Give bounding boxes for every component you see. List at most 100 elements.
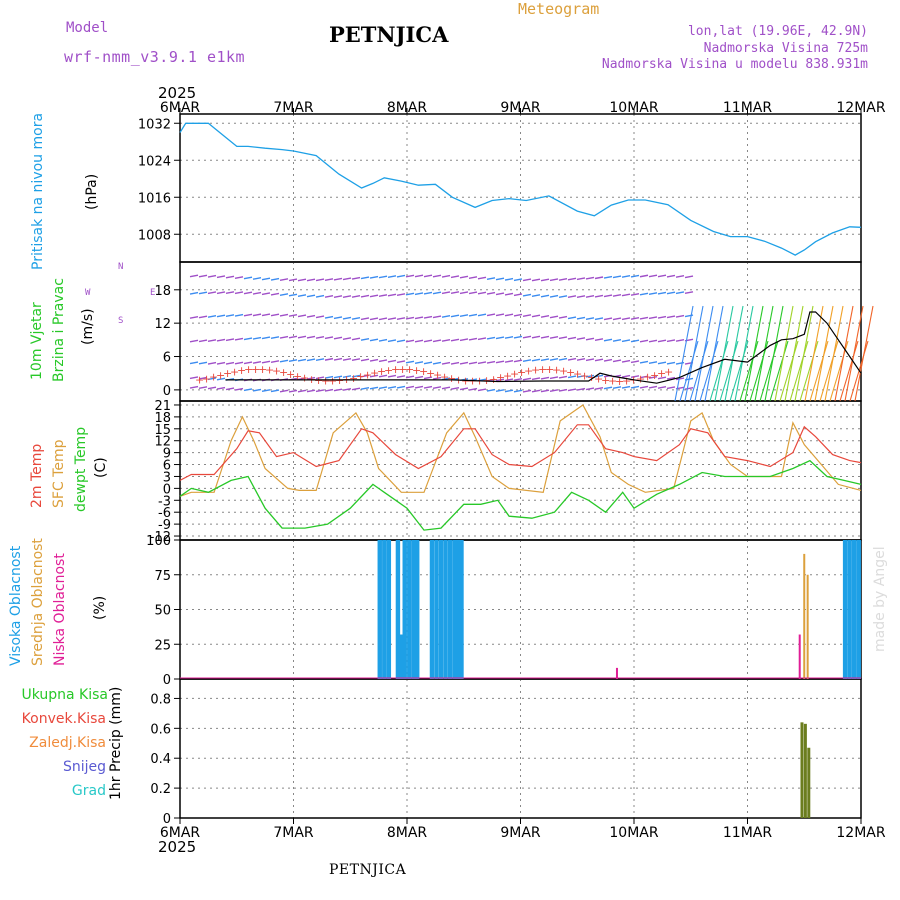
wind-arrow [396, 293, 406, 297]
wind-arrow [288, 314, 298, 317]
wind-arrow [486, 336, 496, 340]
wind-arrow [189, 339, 199, 343]
wind-arrow [414, 274, 424, 278]
wind-arrow [558, 278, 568, 281]
wind-arrow [396, 385, 406, 389]
wind-arrow [333, 316, 343, 320]
wind-gust-mark: + [482, 374, 491, 387]
wind-gust-mark: + [398, 363, 407, 376]
ytick-label: 12 [154, 435, 171, 450]
wind-arrow [567, 316, 577, 320]
wind-arrow [342, 357, 352, 361]
wind-arrow [630, 339, 640, 343]
wind-barb [759, 340, 779, 402]
wind-barb [744, 305, 764, 402]
wind-arrow [414, 316, 424, 320]
wind-arrow [666, 291, 676, 295]
wind-arrow [216, 361, 226, 365]
wind-arrow [567, 375, 577, 379]
wind-arrow [342, 337, 352, 340]
xtick-label-bottom: 6MAR [160, 825, 201, 841]
model-label: Model [66, 20, 109, 36]
wind-arrow [612, 293, 622, 297]
wind-arrow [432, 361, 442, 365]
wind-gust-mark: + [293, 370, 302, 383]
wind-arrow [531, 377, 541, 381]
wind-gust-mark: + [447, 372, 456, 385]
compass-e: E [150, 288, 156, 298]
cloud-bar [377, 540, 382, 679]
wind-arrow [576, 295, 586, 299]
wind-arrow [351, 387, 361, 391]
wind-arrow [243, 361, 253, 365]
wind-arrow [576, 316, 586, 320]
wind-gust-mark: + [391, 363, 400, 376]
wind-gust-mark: + [370, 367, 379, 380]
ytick-label: 0 [163, 673, 171, 688]
wind-arrow [504, 378, 514, 382]
ytick-label: -12 [150, 530, 171, 545]
wind-arrow [333, 277, 343, 281]
wind-arrow [603, 338, 613, 342]
wind-arrow [621, 293, 631, 297]
wind-arrow [360, 374, 370, 378]
wind-arrow [432, 376, 442, 380]
wind-arrow [234, 291, 244, 295]
wind-arrow [243, 276, 253, 280]
wind-arrow [585, 317, 595, 320]
wind-arrow [441, 386, 451, 390]
ytick-label: -3 [158, 494, 171, 509]
wind-arrow [540, 376, 550, 380]
wind-arrow [441, 377, 451, 381]
wind-arrow [675, 377, 685, 381]
wind-arrow [207, 386, 217, 390]
cloud-bar [382, 540, 387, 679]
wind-arrow [594, 276, 604, 280]
wind-arrow [522, 293, 532, 297]
wind-barb [714, 305, 734, 402]
wind-arrow [450, 386, 460, 390]
wind-arrow [279, 313, 289, 317]
cloud-bar [429, 540, 435, 679]
wind-arrow [378, 374, 388, 378]
wind-arrow [585, 276, 595, 280]
wind-gust-mark: + [286, 368, 295, 381]
wind-barb [784, 305, 804, 402]
wind-arrow [225, 275, 235, 279]
wind-arrow [549, 376, 559, 380]
cloud-bar [847, 540, 852, 679]
wind-arrow [585, 337, 595, 341]
wind-arrow [225, 291, 235, 295]
wind-arrow [594, 338, 604, 341]
wind-arrow [576, 375, 586, 378]
cloud-bar [395, 540, 401, 679]
wind-barb [794, 305, 814, 402]
wind-arrow [369, 294, 379, 298]
wind-arrow [522, 278, 532, 282]
wind-arrow [396, 339, 406, 343]
wind-gust-mark: + [349, 372, 358, 385]
wind-arrow [315, 335, 325, 339]
wind-gust-mark: + [524, 364, 533, 377]
wind-arrow [594, 317, 604, 321]
wind-arrow [549, 294, 559, 298]
wind-arrow [495, 292, 505, 296]
station-title: PETNJICA [329, 22, 449, 47]
wind-arrow [288, 359, 298, 363]
wind-arrow [315, 315, 325, 319]
precip-legend-convective: Konvek.Kisa [21, 711, 106, 727]
wind-arrow [648, 385, 658, 389]
wind-arrow [477, 276, 487, 280]
wind-gust-mark: + [594, 373, 603, 386]
cloud-bar [806, 574, 809, 679]
wind-arrow [324, 388, 334, 392]
wind-arrow [216, 275, 226, 279]
wind-arrow [585, 374, 595, 378]
wind-arrow [279, 359, 289, 363]
wind-gust-mark: + [552, 363, 561, 376]
wind-arrow [297, 358, 307, 362]
wind-gust-mark: + [433, 369, 442, 382]
wind-arrow [540, 358, 550, 362]
wind-arrow [387, 275, 397, 278]
precip-bar [800, 722, 804, 818]
